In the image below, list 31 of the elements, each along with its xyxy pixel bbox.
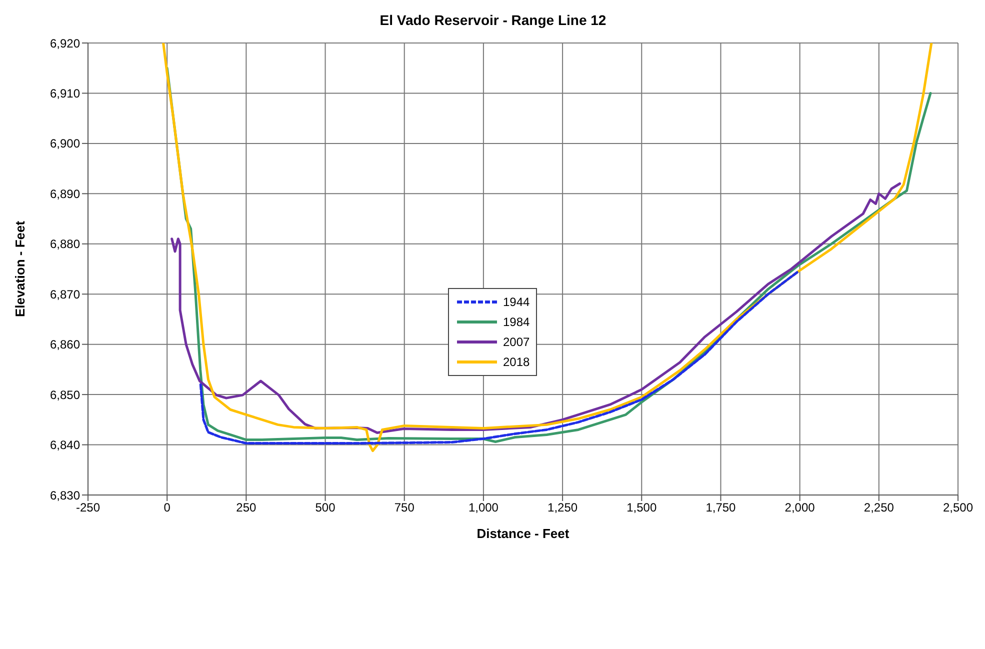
x-tick-label: 1,500 <box>626 500 657 515</box>
legend-label: 2007 <box>503 335 530 349</box>
x-tick-label: 1,000 <box>468 500 499 515</box>
y-tick-label: 6,840 <box>50 438 80 452</box>
x-tick-label: 0 <box>164 500 171 515</box>
legend-label: 1984 <box>503 315 530 329</box>
y-tick-label: 6,920 <box>50 36 80 50</box>
x-tick-label: 1,750 <box>706 500 736 515</box>
x-tick-label: 2,500 <box>942 500 974 515</box>
chart-title: El Vado Reservoir - Range Line 12 <box>378 12 608 28</box>
y-tick-label: 6,880 <box>50 237 80 252</box>
x-tick-label: 2,250 <box>864 500 894 515</box>
x-tick-label: 1,250 <box>548 500 578 515</box>
x-tick-label: 500 <box>315 500 336 515</box>
y-tick-label: 6,850 <box>50 388 80 402</box>
y-axis-title: Elevation - Feet <box>12 220 28 318</box>
x-tick-label: 250 <box>236 500 257 515</box>
x-tick-label: 2,000 <box>784 500 816 515</box>
x-tick-label: 750 <box>394 500 415 515</box>
legend-label: 2018 <box>503 355 530 369</box>
line-series <box>199 270 800 445</box>
y-tick-label: 6,870 <box>50 287 80 302</box>
line-series <box>170 182 902 434</box>
legend-label: 1944 <box>503 295 530 309</box>
x-tick-label: -250 <box>76 500 100 515</box>
y-tick-label: 6,860 <box>50 338 80 352</box>
x-axis-title: Distance - Feet <box>476 526 570 541</box>
y-tick-label: 6,890 <box>50 186 80 201</box>
y-tick-label: 6,900 <box>50 136 80 151</box>
y-tick-label: 6,830 <box>50 488 80 502</box>
y-tick-label: 6,910 <box>50 86 80 100</box>
